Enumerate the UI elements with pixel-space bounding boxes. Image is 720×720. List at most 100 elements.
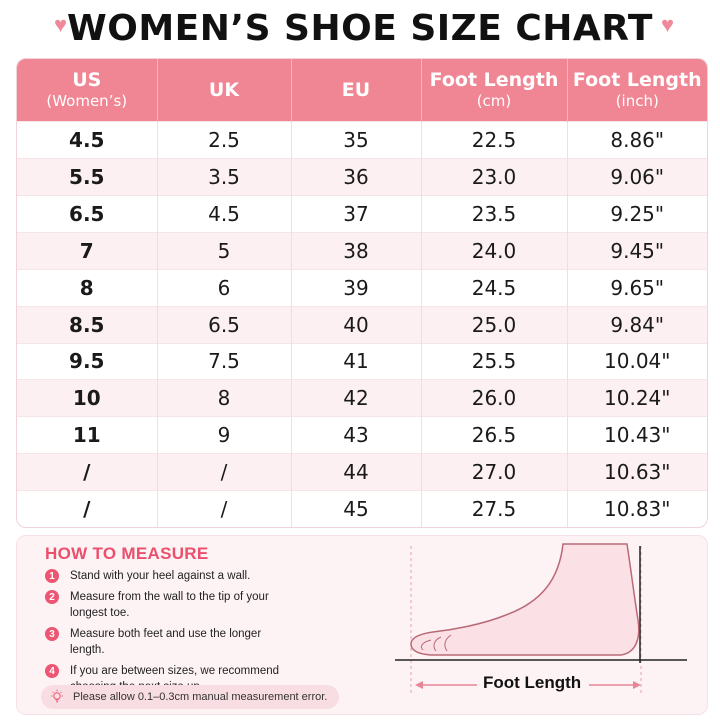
step-number-badge: 4 — [45, 664, 59, 678]
cell-cm: 23.5 — [421, 194, 568, 233]
header-row: US (Women’s) UK EU Foot Length (cm) Foot… — [17, 59, 707, 122]
header-main: US — [72, 69, 102, 91]
header-main: Foot Length — [572, 69, 702, 91]
cell-inch: 10.24" — [567, 379, 707, 417]
table-row: 7 5 38 24.0 9.45" — [17, 231, 707, 270]
cell-inch: 10.43" — [567, 416, 707, 454]
cell-cm: 22.5 — [421, 121, 568, 159]
cell-cm: 23.0 — [421, 157, 568, 196]
cell-inch: 9.25" — [567, 194, 707, 233]
cell-uk: 3.5 — [157, 157, 292, 196]
cell-inch: 10.04" — [567, 342, 707, 380]
step-text: Measure both feet and use the longer len… — [70, 628, 262, 656]
heart-icon: ♥ — [660, 12, 674, 37]
table-row: / / 44 27.0 10.63" — [17, 453, 707, 491]
list-item: 2 Measure from the wall to the tip of yo… — [45, 589, 365, 621]
cell-uk: 2.5 — [157, 121, 292, 159]
header-main: EU — [341, 79, 371, 101]
cell-uk: 6 — [157, 268, 292, 307]
how-to-measure-panel: HOW TO MEASURE 1 Stand with your heel ag… — [16, 535, 708, 715]
header-sub: (inch) — [615, 92, 659, 110]
cell-cm: 25.0 — [421, 305, 568, 344]
cell-uk: 7.5 — [157, 342, 292, 380]
table-row: 8.5 6.5 40 25.0 9.84" — [17, 305, 707, 344]
header-us: US (Women’s) — [17, 59, 158, 122]
cell-us: / — [17, 453, 158, 491]
lightbulb-icon — [49, 689, 65, 705]
table-row: 11 9 43 26.5 10.43" — [17, 416, 707, 454]
cell-eu: 42 — [291, 379, 422, 417]
header-main: UK — [208, 79, 240, 101]
cell-cm: 24.5 — [421, 268, 568, 307]
cell-us: 11 — [17, 416, 158, 454]
step-number-badge: 3 — [45, 627, 59, 641]
cell-cm: 27.0 — [421, 453, 568, 491]
cell-inch: 9.65" — [567, 268, 707, 307]
page-title: WOMEN’S SHOE SIZE CHART — [67, 7, 653, 49]
table-row: 8 6 39 24.5 9.65" — [17, 268, 707, 307]
cell-uk: / — [157, 453, 292, 491]
note-text: Please allow 0.1–0.3cm manual measuremen… — [73, 691, 328, 703]
header-foot-inch: Foot Length (inch) — [567, 59, 707, 122]
cell-uk: 9 — [157, 416, 292, 454]
foot-length-label: Foot Length — [483, 673, 582, 692]
list-item: 1 Stand with your heel against a wall. — [45, 568, 365, 584]
table-row: / / 45 27.5 10.83" — [17, 490, 707, 527]
header-main: Foot Length — [429, 69, 559, 91]
cell-cm: 26.5 — [421, 416, 568, 454]
step-text: Measure from the wall to the tip of your… — [70, 591, 269, 619]
measure-steps: 1 Stand with your heel against a wall. 2… — [45, 568, 365, 700]
cell-inch: 8.86" — [567, 121, 707, 159]
cell-uk: / — [157, 490, 292, 527]
cell-inch: 10.63" — [567, 453, 707, 491]
measurement-note: Please allow 0.1–0.3cm manual measuremen… — [41, 685, 340, 709]
header-sub: (cm) — [476, 92, 512, 110]
cell-cm: 25.5 — [421, 342, 568, 380]
table-row: 9.5 7.5 41 25.5 10.04" — [17, 342, 707, 380]
cell-inch: 9.06" — [567, 157, 707, 196]
cell-us: 6.5 — [17, 194, 158, 233]
cell-uk: 6.5 — [157, 305, 292, 344]
cell-eu: 38 — [291, 231, 422, 270]
cell-uk: 5 — [157, 231, 292, 270]
title-bar: ♥ WOMEN’S SHOE SIZE CHART ♥ — [0, 0, 720, 56]
step-number-badge: 1 — [45, 569, 59, 583]
cell-inch: 9.45" — [567, 231, 707, 270]
cell-eu: 40 — [291, 305, 422, 344]
cell-us: 7 — [17, 231, 158, 270]
cell-cm: 27.5 — [421, 490, 568, 527]
header-uk: UK — [157, 59, 292, 122]
list-item: 3 Measure both feet and use the longer l… — [45, 626, 365, 658]
cell-eu: 43 — [291, 416, 422, 454]
cell-eu: 45 — [291, 490, 422, 527]
cell-us: / — [17, 490, 158, 527]
step-number-badge: 2 — [45, 590, 59, 604]
size-chart-table: US (Women’s) UK EU Foot Length (cm) Foot… — [16, 58, 708, 528]
header-eu: EU — [291, 59, 422, 122]
cell-us: 5.5 — [17, 157, 158, 196]
table-row: 5.5 3.5 36 23.0 9.06" — [17, 157, 707, 196]
heart-icon: ♥ — [54, 12, 68, 37]
cell-eu: 35 — [291, 121, 422, 159]
cell-eu: 39 — [291, 268, 422, 307]
cell-inch: 9.84" — [567, 305, 707, 344]
header-foot-cm: Foot Length (cm) — [421, 59, 568, 122]
table-row: 10 8 42 26.0 10.24" — [17, 379, 707, 417]
table-row: 6.5 4.5 37 23.5 9.25" — [17, 194, 707, 233]
cell-uk: 8 — [157, 379, 292, 417]
cell-uk: 4.5 — [157, 194, 292, 233]
cell-eu: 37 — [291, 194, 422, 233]
cell-cm: 24.0 — [421, 231, 568, 270]
cell-inch: 10.83" — [567, 490, 707, 527]
cell-us: 10 — [17, 379, 158, 417]
cell-eu: 41 — [291, 342, 422, 380]
cell-cm: 26.0 — [421, 379, 568, 417]
cell-us: 8 — [17, 268, 158, 307]
table-row: 4.5 2.5 35 22.5 8.86" — [17, 121, 707, 159]
step-text: Stand with your heel against a wall. — [70, 570, 251, 582]
cell-eu: 36 — [291, 157, 422, 196]
cell-us: 4.5 — [17, 121, 158, 159]
measure-title: HOW TO MEASURE — [45, 544, 209, 563]
cell-us: 9.5 — [17, 342, 158, 380]
header-sub: (Women’s) — [46, 92, 128, 110]
